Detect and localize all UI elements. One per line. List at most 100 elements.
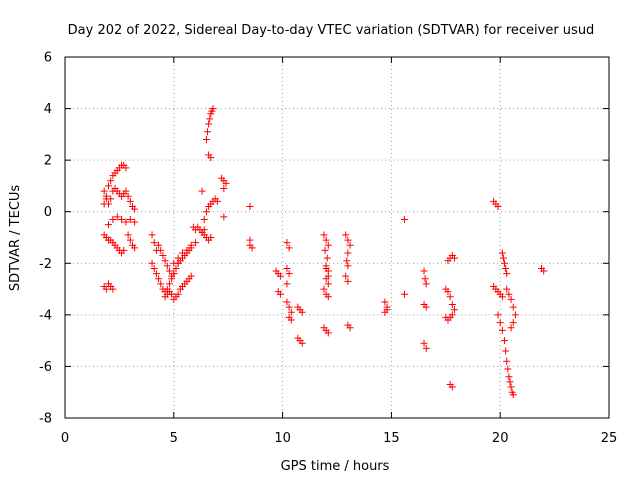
data-point bbox=[161, 257, 169, 265]
data-point bbox=[322, 236, 330, 244]
data-point bbox=[324, 241, 332, 249]
data-point bbox=[383, 306, 391, 314]
data-point bbox=[220, 185, 228, 193]
data-point bbox=[344, 236, 352, 244]
data-point bbox=[511, 311, 519, 319]
data-point bbox=[187, 272, 195, 280]
data-point bbox=[442, 313, 450, 321]
data-point bbox=[157, 280, 165, 288]
y-tick-label: 2 bbox=[44, 154, 52, 169]
data-point bbox=[320, 231, 328, 239]
y-tick-labels: -8 -6 -4 -2 0 2 4 6 bbox=[39, 51, 52, 427]
data-point bbox=[287, 308, 295, 316]
data-point bbox=[202, 208, 210, 216]
data-point bbox=[501, 337, 509, 345]
data-point bbox=[498, 326, 506, 334]
data-point bbox=[105, 182, 113, 190]
data-point bbox=[444, 288, 452, 296]
data-point bbox=[446, 293, 454, 301]
data-point bbox=[207, 154, 215, 162]
data-points bbox=[100, 105, 548, 399]
data-point bbox=[163, 262, 171, 270]
data-point bbox=[283, 264, 291, 272]
data-point bbox=[198, 187, 206, 195]
x-tick-label: 15 bbox=[383, 431, 400, 446]
data-point bbox=[381, 298, 389, 306]
data-point bbox=[206, 115, 214, 123]
data-point bbox=[324, 293, 332, 301]
y-tick-label: -8 bbox=[39, 412, 52, 427]
data-point bbox=[507, 295, 515, 303]
plot-frame bbox=[64, 56, 610, 419]
data-point bbox=[503, 357, 511, 365]
axis-ticks bbox=[64, 56, 610, 419]
x-tick-labels: 0 5 10 15 20 25 bbox=[61, 431, 617, 446]
data-point bbox=[105, 221, 113, 229]
data-point bbox=[152, 246, 160, 254]
data-point bbox=[122, 164, 130, 172]
data-point bbox=[172, 264, 180, 272]
data-point bbox=[174, 290, 182, 298]
data-point bbox=[276, 290, 284, 298]
data-point bbox=[148, 259, 156, 267]
data-point bbox=[202, 136, 210, 144]
x-axis-label: GPS time / hours bbox=[281, 459, 390, 474]
data-point bbox=[298, 308, 306, 316]
data-point bbox=[346, 324, 354, 332]
data-point bbox=[204, 128, 212, 136]
data-point bbox=[168, 290, 176, 298]
data-point bbox=[285, 244, 293, 252]
data-point bbox=[107, 195, 115, 203]
y-tick-label: 4 bbox=[44, 102, 52, 117]
data-point bbox=[150, 239, 158, 247]
data-point bbox=[501, 259, 509, 267]
data-point bbox=[283, 239, 291, 247]
data-point bbox=[283, 280, 291, 288]
data-point bbox=[122, 218, 130, 226]
data-point bbox=[422, 280, 430, 288]
data-point bbox=[507, 383, 515, 391]
data-point bbox=[324, 329, 332, 337]
data-point bbox=[100, 187, 108, 195]
data-point bbox=[421, 275, 429, 283]
data-point bbox=[422, 303, 430, 311]
data-point bbox=[155, 241, 163, 249]
chart-title: Day 202 of 2022, Sidereal Day-to-day VTE… bbox=[68, 23, 595, 38]
data-point bbox=[126, 215, 134, 223]
data-point bbox=[170, 259, 178, 267]
data-point bbox=[503, 270, 511, 278]
data-point bbox=[504, 365, 512, 373]
data-point bbox=[276, 272, 284, 280]
data-point bbox=[207, 234, 215, 241]
data-point bbox=[159, 252, 167, 260]
data-point bbox=[344, 262, 352, 270]
data-point bbox=[400, 290, 408, 298]
data-point bbox=[170, 270, 178, 278]
y-tick-label: 0 bbox=[44, 205, 52, 220]
data-point bbox=[499, 254, 507, 262]
data-point bbox=[183, 246, 191, 254]
data-point bbox=[124, 192, 132, 200]
data-point bbox=[285, 303, 293, 311]
data-point bbox=[148, 231, 156, 239]
data-point bbox=[213, 197, 221, 205]
data-point bbox=[109, 215, 117, 223]
data-point bbox=[205, 120, 213, 128]
data-point bbox=[507, 324, 515, 332]
data-point bbox=[324, 280, 332, 288]
data-point bbox=[131, 218, 139, 226]
data-point bbox=[540, 267, 548, 275]
y-tick-label: -6 bbox=[39, 360, 52, 375]
data-point bbox=[122, 187, 130, 195]
data-point bbox=[422, 344, 430, 352]
data-point bbox=[420, 339, 428, 347]
y-axis-label: SDTVAR / TECUs bbox=[8, 185, 23, 292]
data-point bbox=[246, 203, 254, 211]
data-point bbox=[496, 319, 504, 327]
data-point bbox=[209, 105, 217, 113]
data-point bbox=[126, 197, 134, 205]
data-point bbox=[323, 254, 331, 262]
data-point bbox=[102, 285, 110, 293]
data-point bbox=[344, 277, 352, 285]
